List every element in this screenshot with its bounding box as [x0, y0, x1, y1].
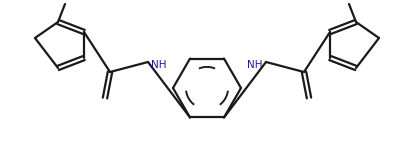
Text: NH: NH: [247, 60, 262, 70]
Text: NH: NH: [151, 60, 166, 70]
